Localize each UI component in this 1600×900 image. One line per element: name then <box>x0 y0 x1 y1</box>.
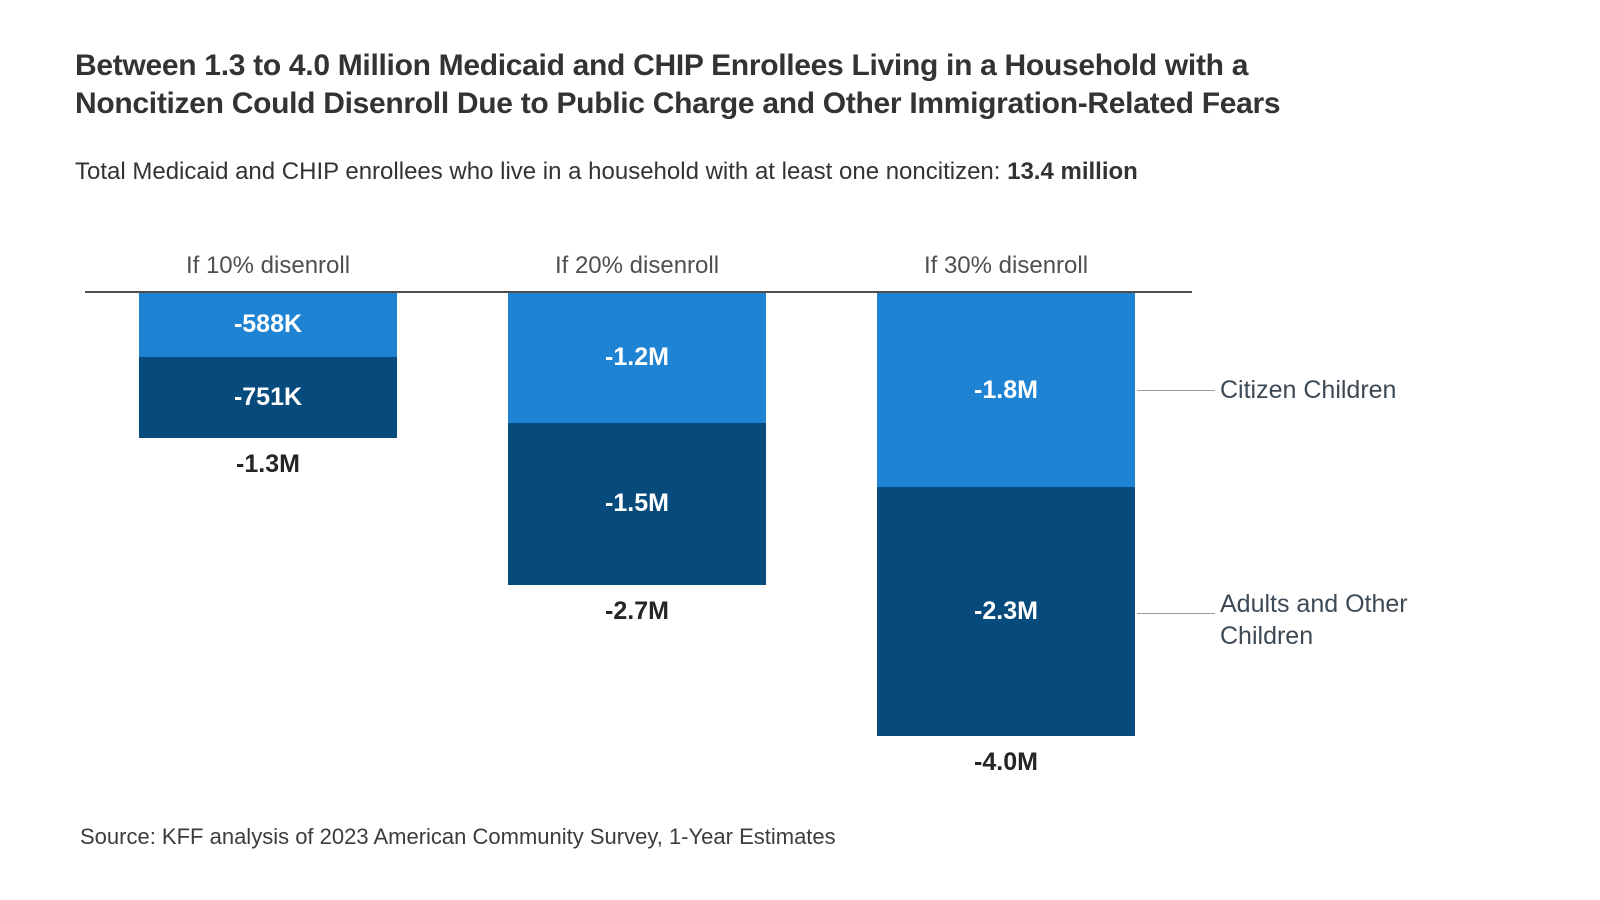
bar-segment-adults-other-children: -751K <box>139 356 397 438</box>
bar-segment-value-label: -1.8M <box>974 375 1038 404</box>
bar-segment-adults-other-children: -2.3M <box>877 487 1135 736</box>
bar-group-30pct: -1.8M -2.3M <box>877 293 1135 736</box>
bar-group-20pct: -1.2M -1.5M <box>508 293 766 585</box>
legend-label-adults-other-children: Adults and Other Children <box>1220 590 1408 650</box>
bar-segment-value-label: -2.3M <box>974 597 1038 626</box>
bar-total-label-10pct: -1.3M <box>236 450 300 478</box>
chart-title: Between 1.3 to 4.0 Million Medicaid and … <box>75 47 1545 123</box>
subtitle-text: Total Medicaid and CHIP enrollees who li… <box>75 158 1008 185</box>
source-note: Source: KFF analysis of 2023 American Co… <box>80 824 836 849</box>
bar-segment-value-label: -751K <box>233 382 303 411</box>
chart-subtitle: Total Medicaid and CHIP enrollees who li… <box>75 158 1475 186</box>
bar-segment-value-label: -588K <box>233 310 303 339</box>
bar-segment-citizen-children: -1.8M <box>877 293 1135 488</box>
bar-total-label-20pct: -2.7M <box>605 597 669 625</box>
legend-label-citizen-children: Citizen Children <box>1220 376 1397 404</box>
legend-connector-line-citizen-children <box>1137 390 1215 391</box>
legend-connector-line-adults-other-children <box>1137 613 1215 614</box>
bar-segment-citizen-children: -1.2M <box>508 293 766 423</box>
bar-total-label-30pct: -4.0M <box>974 748 1038 776</box>
column-header-10pct: If 10% disenroll <box>185 252 351 279</box>
bar-segment-value-label: -1.2M <box>605 343 669 372</box>
column-header-30pct: If 30% disenroll <box>923 252 1089 279</box>
column-header-20pct: If 20% disenroll <box>554 252 720 279</box>
chart-title-line2: Noncitizen Could Disenroll Due to Public… <box>75 87 1281 120</box>
zero-baseline-axis <box>85 291 1192 293</box>
bar-segment-adults-other-children: -1.5M <box>508 422 766 585</box>
bar-group-10pct: -588K -751K <box>139 293 397 438</box>
bar-segment-value-label: -1.5M <box>605 489 669 518</box>
subtitle-total-value: 13.4 million <box>1007 158 1138 185</box>
chart-title-line1: Between 1.3 to 4.0 Million Medicaid and … <box>75 49 1249 82</box>
bar-segment-citizen-children: -588K <box>139 293 397 357</box>
